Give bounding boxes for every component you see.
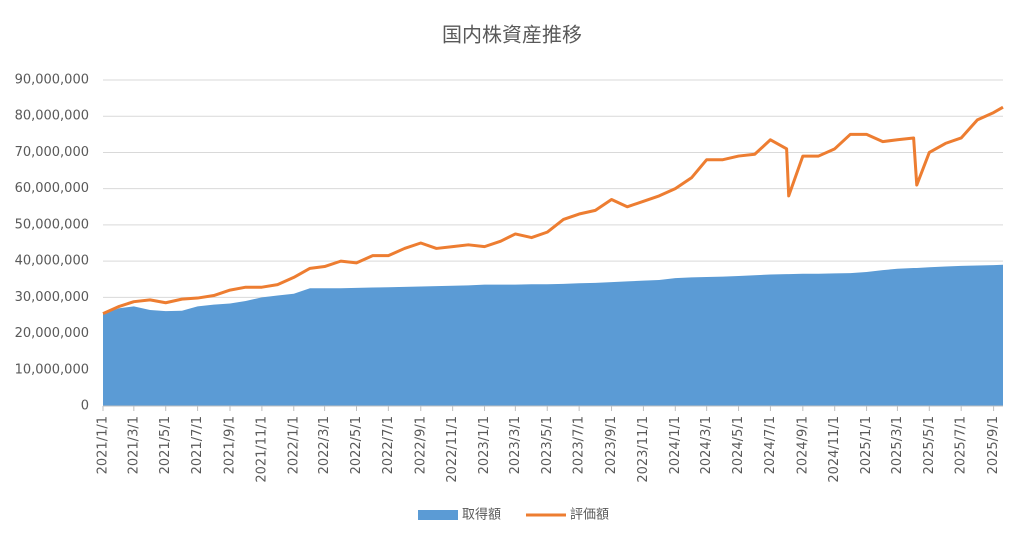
x-tick-label: 2021/9/1 (223, 416, 238, 474)
x-tick-label: 2021/7/1 (190, 416, 205, 474)
y-tick-label: 70,000,000 (15, 145, 89, 160)
x-tick-label: 2024/7/1 (763, 416, 778, 474)
x-tick-label: 2023/11/1 (636, 416, 651, 483)
x-tick-label: 2022/1/1 (286, 416, 301, 474)
chart-title: 国内株資産推移 (442, 23, 582, 47)
y-tick-label: 0 (81, 399, 89, 414)
x-tick-label: 2023/1/1 (477, 416, 492, 474)
legend-label: 取得額 (462, 507, 501, 523)
y-tick-label: 50,000,000 (15, 217, 89, 232)
y-tick-label: 90,000,000 (15, 73, 89, 88)
y-tick-label: 10,000,000 (15, 362, 89, 377)
x-tick-label: 2025/3/1 (890, 416, 905, 474)
x-tick-label: 2022/3/1 (317, 416, 332, 474)
x-tick-label: 2022/9/1 (413, 416, 428, 474)
x-tick-label: 2025/5/1 (922, 416, 937, 474)
x-tick-label: 2025/7/1 (954, 416, 969, 474)
x-tick-label: 2024/5/1 (731, 416, 746, 474)
x-tick-label: 2023/3/1 (508, 416, 523, 474)
x-tick-label: 2021/11/1 (254, 416, 269, 483)
y-tick-label: 60,000,000 (15, 181, 89, 196)
area (103, 264, 1003, 406)
x-tick-label: 2024/9/1 (795, 416, 810, 474)
line (102, 105, 1004, 316)
x-tick-label: 2023/9/1 (604, 416, 619, 474)
x-tick-label: 2025/1/1 (859, 416, 874, 474)
legend-swatch (418, 510, 458, 520)
x-tick-label: 2024/11/1 (827, 416, 842, 483)
x-tick-label: 2022/5/1 (349, 416, 364, 474)
x-tick-label: 2021/5/1 (158, 416, 173, 474)
x-tick-label: 2022/11/1 (445, 416, 460, 483)
x-tick-label: 2024/3/1 (699, 416, 714, 474)
legend-label: 評価額 (570, 508, 609, 523)
x-tick-label: 2023/5/1 (540, 416, 555, 474)
x-tick-label: 2025/9/1 (986, 416, 1001, 474)
y-tick-label: 20,000,000 (15, 326, 89, 341)
y-tick-label: 40,000,000 (15, 254, 89, 269)
y-tick-label: 80,000,000 (15, 109, 89, 124)
x-tick-label: 2021/1/1 (96, 416, 111, 474)
x-tick-label: 2023/7/1 (572, 416, 587, 474)
x-tick-label: 2022/7/1 (381, 416, 396, 474)
y-tick-label: 30,000,000 (15, 290, 89, 305)
x-tick-label: 2024/1/1 (668, 416, 683, 474)
x-tick-label: 2021/3/1 (126, 416, 141, 474)
